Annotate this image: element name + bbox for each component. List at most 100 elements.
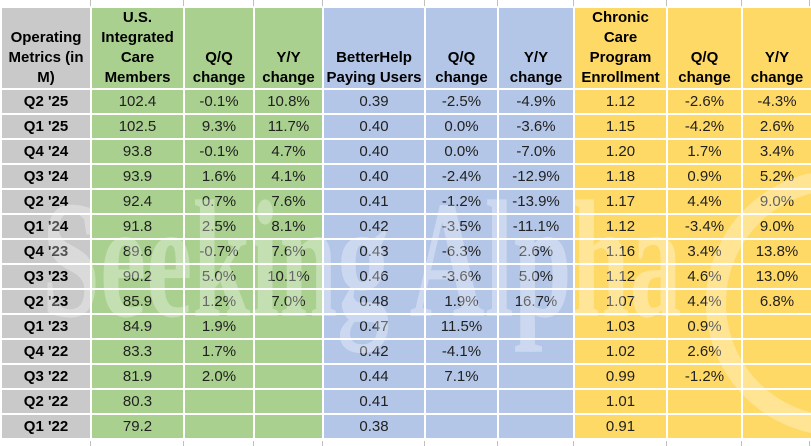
table-row: Q2 '22 80.3 0.41 1.01 <box>0 388 811 415</box>
data-cell: 0.41 <box>322 388 426 415</box>
data-cell: 9.0% <box>741 188 811 215</box>
data-cell: 1.7% <box>666 138 743 165</box>
data-cell: -0.1% <box>183 138 255 165</box>
top-gridline-strip <box>0 0 811 6</box>
data-cell <box>253 413 324 440</box>
col-header-betterhelp-qq-change: Q/Q change <box>424 6 499 90</box>
data-cell: 92.4 <box>90 188 185 215</box>
data-cell: 0.39 <box>322 88 426 115</box>
row-label: Q2 '25 <box>0 88 92 115</box>
row-label: Q2 '23 <box>0 288 92 315</box>
gridline-tick <box>666 0 667 6</box>
data-cell: 7.6% <box>253 188 324 215</box>
data-cell: 0.43 <box>322 238 426 265</box>
col-header-betterhelp-users: BetterHelp Paying Users <box>322 6 426 90</box>
data-cell: -4.2% <box>666 113 743 140</box>
data-cell: 83.3 <box>90 338 185 365</box>
data-cell: 1.6% <box>183 163 255 190</box>
data-cell <box>253 338 324 365</box>
col-header-chronic-enrollment: Chronic Care Program Enrollment <box>573 6 668 90</box>
data-cell: 3.4% <box>666 238 743 265</box>
data-cell: 0.0% <box>424 138 499 165</box>
data-cell: 2.6% <box>666 338 743 365</box>
data-cell: 0.9% <box>666 313 743 340</box>
data-cell: 5.2% <box>741 163 811 190</box>
data-cell: -1.2% <box>424 188 499 215</box>
gridline-tick <box>90 0 91 6</box>
gridline-tick <box>424 0 425 6</box>
data-cell <box>741 388 811 415</box>
data-cell: -4.1% <box>424 338 499 365</box>
data-cell: -7.0% <box>497 138 575 165</box>
data-cell: 9.3% <box>183 113 255 140</box>
gridline-tick <box>322 441 323 446</box>
data-cell: 11.7% <box>253 113 324 140</box>
data-cell: 0.48 <box>322 288 426 315</box>
data-cell: -13.9% <box>497 188 575 215</box>
data-cell: 5.0% <box>183 263 255 290</box>
data-cell: 0.38 <box>322 413 426 440</box>
data-cell: 1.17 <box>573 188 668 215</box>
data-cell: -3.6% <box>497 113 575 140</box>
data-cell: 9.0% <box>741 213 811 240</box>
data-cell: 1.03 <box>573 313 668 340</box>
data-cell <box>424 388 499 415</box>
gridline-tick <box>424 441 425 446</box>
data-cell: 1.18 <box>573 163 668 190</box>
data-cell: 85.9 <box>90 288 185 315</box>
data-cell: 1.7% <box>183 338 255 365</box>
data-cell: 0.46 <box>322 263 426 290</box>
gridline-tick <box>90 441 91 446</box>
col-header-us-care-members: U.S. Integrated Care Members <box>90 6 185 90</box>
data-cell: 93.8 <box>90 138 185 165</box>
data-cell: 7.1% <box>424 363 499 390</box>
data-cell: 1.12 <box>573 213 668 240</box>
data-cell: 2.0% <box>183 363 255 390</box>
data-cell <box>424 413 499 440</box>
operating-metrics-table: Operating Metrics (in M) U.S. Integrated… <box>0 6 811 440</box>
row-label: Q1 '23 <box>0 313 92 340</box>
row-label: Q3 '22 <box>0 363 92 390</box>
data-cell: 1.01 <box>573 388 668 415</box>
data-cell: 1.12 <box>573 88 668 115</box>
data-cell: -2.4% <box>424 163 499 190</box>
data-cell: -6.3% <box>424 238 499 265</box>
table-row: Q2 '24 92.4 0.7% 7.6% 0.41 -1.2% -13.9% 1.17 4.4… <box>0 188 811 215</box>
table-row: Q3 '23 90.2 5.0% 10.1% 0.46 -3.6% 5.0% 1.12 4.6%… <box>0 263 811 290</box>
gridline-tick <box>497 441 498 446</box>
row-label: Q3 '23 <box>0 263 92 290</box>
data-cell: 1.2% <box>183 288 255 315</box>
data-cell: 0.0% <box>424 113 499 140</box>
bottom-gridline-strip <box>0 441 811 446</box>
data-cell: 90.2 <box>90 263 185 290</box>
gridline-tick <box>497 0 498 6</box>
data-cell: 4.7% <box>253 138 324 165</box>
data-cell: 10.1% <box>253 263 324 290</box>
table-row: Q1 '25 102.5 9.3% 11.7% 0.40 0.0% -3.6% 1.15 -4.… <box>0 113 811 140</box>
data-cell: -3.5% <box>424 213 499 240</box>
table-row: Q1 '22 79.2 0.38 0.91 <box>0 413 811 440</box>
data-cell: 4.1% <box>253 163 324 190</box>
data-cell <box>741 338 811 365</box>
data-cell <box>497 338 575 365</box>
row-label: Q1 '25 <box>0 113 92 140</box>
table-row: Q3 '22 81.9 2.0% 0.44 7.1% 0.99 -1.2% <box>0 363 811 390</box>
data-cell: 13.8% <box>741 238 811 265</box>
gridline-tick <box>741 0 742 6</box>
data-cell: 6.8% <box>741 288 811 315</box>
gridline-tick <box>253 441 254 446</box>
data-cell: 93.9 <box>90 163 185 190</box>
data-cell: 0.41 <box>322 188 426 215</box>
gridline-tick <box>573 441 574 446</box>
data-cell <box>183 413 255 440</box>
data-cell: -2.6% <box>666 88 743 115</box>
table-header: Operating Metrics (in M) U.S. Integrated… <box>0 6 811 90</box>
data-cell: 0.42 <box>322 213 426 240</box>
row-label: Q2 '24 <box>0 188 92 215</box>
data-cell: 5.0% <box>497 263 575 290</box>
data-cell: 80.3 <box>90 388 185 415</box>
gridline-tick <box>809 0 810 6</box>
table-row: Q4 '23 89.6 -0.7% 7.6% 0.43 -6.3% 2.6% 1.16 3.4%… <box>0 238 811 265</box>
gridline-tick <box>809 441 810 446</box>
data-cell: 1.9% <box>424 288 499 315</box>
